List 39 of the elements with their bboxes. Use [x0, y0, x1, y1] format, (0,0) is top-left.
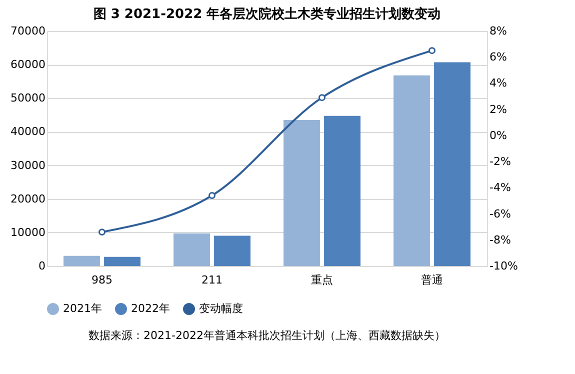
- y-tick-label: 40000: [10, 125, 46, 138]
- bar: [434, 62, 470, 266]
- y-tick-label: 60000: [10, 58, 46, 72]
- x-tick-label: 重点: [311, 274, 333, 286]
- y2-tick-label: 4%: [490, 76, 507, 90]
- bar: [324, 116, 360, 266]
- point: [428, 47, 436, 54]
- point: [98, 228, 106, 236]
- y2-tick-label: -4%: [490, 181, 511, 194]
- y2-tick-label: -6%: [490, 207, 511, 220]
- y2-tick-label: -8%: [490, 233, 511, 246]
- y-tick-label: 70000: [10, 24, 46, 38]
- bar: [174, 233, 210, 266]
- bar: [394, 75, 430, 266]
- bar: [104, 256, 140, 266]
- x-tick-label: 普通: [421, 274, 443, 286]
- y2-tick-label: 2%: [490, 102, 507, 116]
- legend-label: 2022年: [131, 302, 170, 315]
- source-note: 数据来源：2021-2022年普通本科批次招生计划（上海、西藏数据缺失）: [88, 329, 446, 342]
- y2-tick-label: 8%: [490, 24, 507, 38]
- y-tick-label: 20000: [10, 192, 46, 206]
- y-tick-label: 0: [38, 260, 46, 272]
- y2-tick-label: -10%: [490, 260, 518, 272]
- y2-tick-label: -2%: [490, 155, 511, 168]
- point: [318, 94, 326, 102]
- y2-tick-label: 6%: [490, 50, 507, 64]
- x-tick-label: 985: [92, 274, 112, 286]
- x-tick-label: 211: [202, 274, 222, 286]
- point: [208, 192, 216, 199]
- y2-tick-label: 0%: [490, 128, 507, 142]
- legend-label: 变动幅度: [199, 302, 243, 315]
- bar: [214, 236, 250, 266]
- y-tick-label: 50000: [10, 92, 46, 105]
- bar: [284, 120, 320, 266]
- y-tick-label: 30000: [10, 158, 46, 172]
- y-tick-label: 10000: [10, 226, 46, 239]
- bar: [64, 256, 100, 266]
- chart-title: 图 3 2021-2022 年各层次院校土木类专业招生计划数变动: [93, 6, 441, 22]
- legend-label: 2021年: [63, 302, 102, 315]
